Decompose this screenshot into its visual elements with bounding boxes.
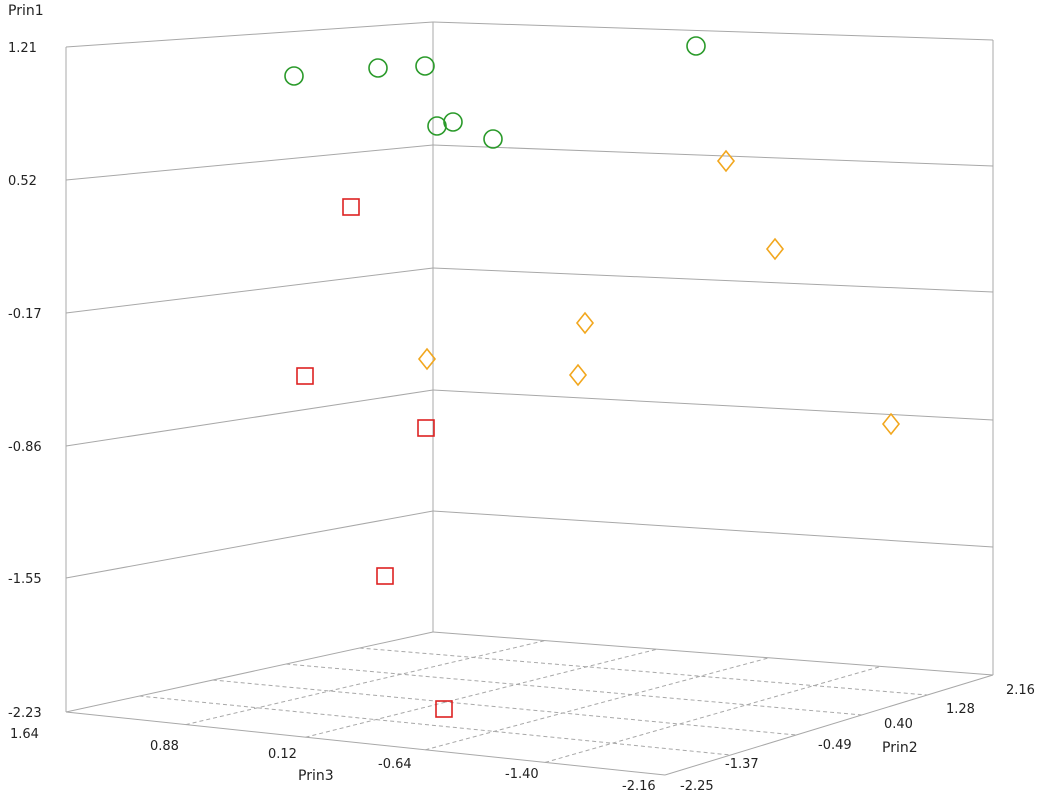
data-point-circle <box>368 58 388 78</box>
data-point-diamond <box>716 149 736 173</box>
floor-gridline <box>545 665 882 763</box>
prin1-tick-label: -1.55 <box>8 572 42 587</box>
prin1-tick-labels: 1.21 0.52 -0.17 -0.86 -1.55 -2.23 <box>8 41 42 721</box>
data-point-circle <box>415 56 435 76</box>
data-point-square <box>435 700 453 718</box>
data-point-circle <box>284 66 304 86</box>
floor-front-edge-prin2 <box>664 674 994 776</box>
floor-grid <box>139 640 928 763</box>
prin1-tick-label: 1.21 <box>8 41 37 56</box>
data-point-square <box>296 367 314 385</box>
prin3-tick-label: 0.12 <box>268 747 297 762</box>
data-point-diamond <box>568 363 588 387</box>
prin1-tick-label: 0.52 <box>8 174 37 189</box>
prin2-tick-label: -2.25 <box>680 779 714 794</box>
wall-gridline-left <box>65 21 434 48</box>
wall-gridline-right <box>432 389 994 421</box>
prin3-tick-label: 0.88 <box>150 739 179 754</box>
wall-gridline-right <box>432 144 994 167</box>
prin2-tick-label: 1.28 <box>946 702 975 717</box>
wall-gridline-left <box>65 510 434 579</box>
data-point-diamond <box>417 347 437 371</box>
prin1-tick-label: -2.23 <box>8 706 42 721</box>
floor-gridline <box>185 640 546 726</box>
floor-back-edge <box>432 631 994 676</box>
frame <box>65 22 994 776</box>
wall-grid <box>65 21 994 579</box>
wall-gridline-left <box>65 144 434 181</box>
data-point-circle <box>427 116 447 136</box>
data-point-square <box>376 567 394 585</box>
floor-gridline <box>305 648 658 738</box>
wall-gridline-left <box>65 389 434 447</box>
wall-gridline-right <box>432 267 994 293</box>
floor-left-edge <box>65 631 434 713</box>
prin1-tick-label: -0.17 <box>8 307 42 322</box>
data-markers <box>284 36 901 718</box>
prin2-tick-label: -1.37 <box>725 757 759 772</box>
data-point-circle <box>443 112 463 132</box>
floor-gridline <box>359 647 928 696</box>
data-point-square <box>342 198 360 216</box>
wall-gridline-right <box>432 21 994 41</box>
prin3-tick-label: -1.40 <box>505 767 539 782</box>
prin3-axis-title: Prin3 <box>298 768 334 784</box>
data-point-square <box>417 419 435 437</box>
data-point-circle <box>483 129 503 149</box>
floor-gridline <box>425 657 770 751</box>
prin2-axis-title: Prin2 <box>882 740 918 756</box>
floor-front-edge-prin3 <box>65 711 666 776</box>
prin2-tick-label: 0.40 <box>884 717 913 732</box>
prin3-tick-label: -2.16 <box>622 779 656 794</box>
wall-gridline-right <box>432 510 994 548</box>
floor-gridline <box>212 679 797 736</box>
prin2-tick-labels: -2.25 -1.37 -0.49 0.40 1.28 2.16 <box>680 683 1035 794</box>
prin2-tick-label: -0.49 <box>818 738 852 753</box>
prin3-tick-labels: 1.64 0.88 0.12 -0.64 -1.40 -2.16 <box>10 727 656 794</box>
wall-gridline-left <box>65 267 434 314</box>
data-point-diamond <box>765 237 785 261</box>
prin1-axis-title: Prin1 <box>8 3 44 19</box>
floor-gridline <box>286 663 862 716</box>
data-point-diamond <box>575 311 595 335</box>
floor-gridline <box>139 695 731 756</box>
prin2-tick-label: 2.16 <box>1006 683 1035 698</box>
data-point-circle <box>686 36 706 56</box>
prin1-tick-label: -0.86 <box>8 440 42 455</box>
data-point-diamond <box>881 412 901 436</box>
prin3-tick-label: -0.64 <box>378 757 412 772</box>
prin3-tick-label: 1.64 <box>10 727 39 742</box>
